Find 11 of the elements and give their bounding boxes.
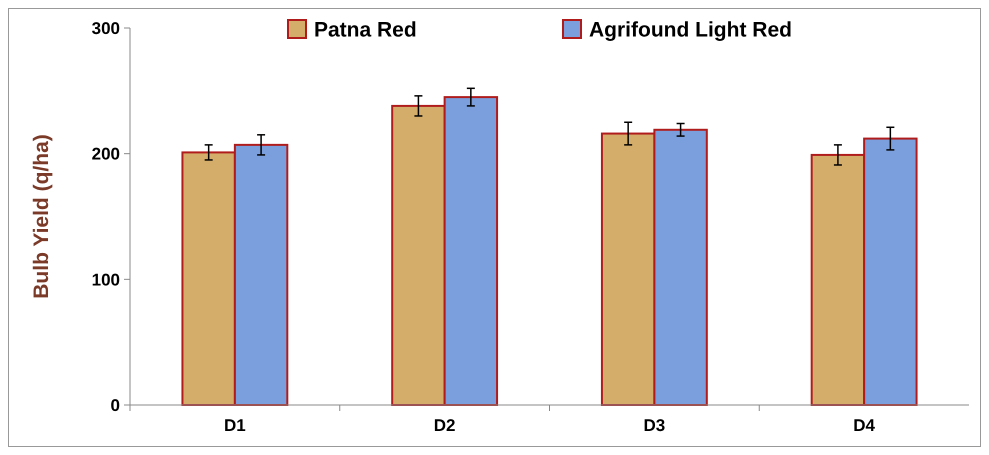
y-axis-title: Bulb Yield (q/ha) (30, 134, 53, 299)
legend-label: Agrifound Light Red (589, 18, 792, 42)
y-tick-label: 0 (110, 396, 120, 415)
y-tick-label: 300 (92, 18, 120, 38)
legend-label: Patna Red (314, 18, 417, 42)
x-tick-label: D2 (434, 416, 456, 435)
x-tick-label: D1 (224, 416, 246, 435)
x-tick-label: D3 (644, 416, 666, 435)
y-tick-label: 100 (92, 270, 120, 290)
y-tick-label: 200 (92, 144, 120, 164)
x-tick-label: D4 (853, 416, 876, 435)
